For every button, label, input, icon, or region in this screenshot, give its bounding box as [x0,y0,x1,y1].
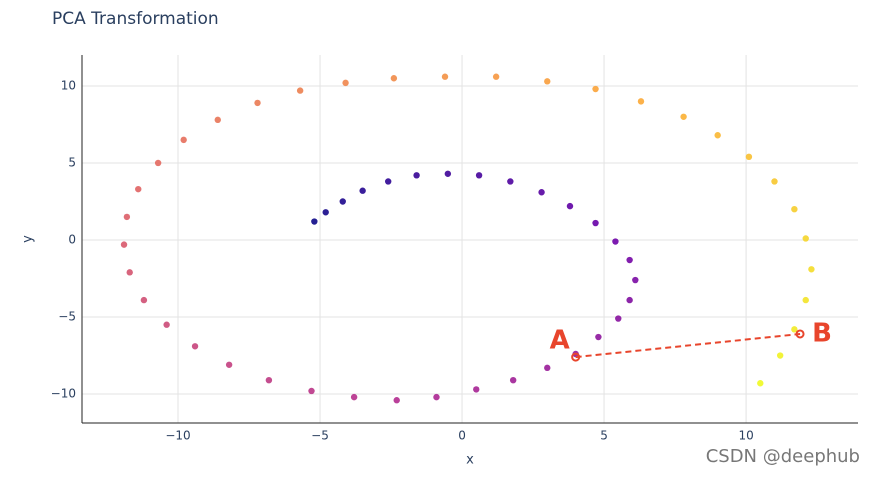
y-axis-label: y [21,235,36,243]
point [538,189,545,196]
annotation-line [575,332,801,359]
point [509,376,517,384]
point [441,73,449,80]
point [632,276,639,284]
point [771,178,778,185]
y-tick-label: 0 [68,233,76,247]
point [637,98,645,105]
point [615,315,622,322]
annotation-marker [795,329,805,339]
point [342,79,349,87]
annotation-label: B [812,318,832,348]
point [626,256,633,264]
point [180,136,187,144]
point [592,85,599,93]
point [120,241,128,248]
annotation-label: A [550,326,570,356]
point [791,326,798,333]
point [311,218,318,225]
point [433,393,440,401]
chart-title: PCA Transformation [52,9,219,29]
point [359,187,366,194]
point [745,153,753,161]
point [135,185,142,193]
point [802,235,809,242]
point [123,213,131,221]
x-axis-label: x [466,453,474,468]
point [757,380,764,387]
point [265,376,273,384]
point [191,343,199,350]
y-tick-label: 10 [61,78,76,92]
y-tick-label: −5 [58,310,76,324]
annotation-marker [571,352,581,362]
point [626,296,633,304]
point [214,116,221,124]
point [492,73,500,80]
x-tick-label: 0 [458,429,466,443]
point [140,296,148,304]
point [776,352,784,359]
point [544,78,551,85]
x-tick-label: 10 [738,429,753,443]
point [808,266,815,273]
point [714,132,721,139]
x-tick-label: −10 [165,429,190,443]
point [566,202,574,210]
watermark: CSDN @deephub [706,446,860,467]
point [612,238,619,245]
point [680,113,687,120]
y-tick-label: 5 [68,155,76,169]
point [444,170,452,177]
y-tick-label: −10 [51,387,76,401]
point [802,296,809,304]
point [544,364,551,372]
x-tick-label: −5 [311,429,329,443]
point [413,172,420,179]
point [592,219,599,227]
point [126,269,133,276]
point [254,99,261,107]
point [296,87,304,94]
point [475,172,483,179]
point [507,178,514,185]
point [390,75,398,82]
point [350,393,358,401]
point [322,209,329,216]
point [154,159,162,167]
point [384,178,392,185]
point [339,198,346,205]
point [225,361,233,368]
point [473,386,480,393]
x-tick-label: 5 [600,429,608,443]
point [595,333,602,341]
point [393,397,400,404]
point [791,205,798,213]
point [308,387,315,395]
point [163,321,170,328]
